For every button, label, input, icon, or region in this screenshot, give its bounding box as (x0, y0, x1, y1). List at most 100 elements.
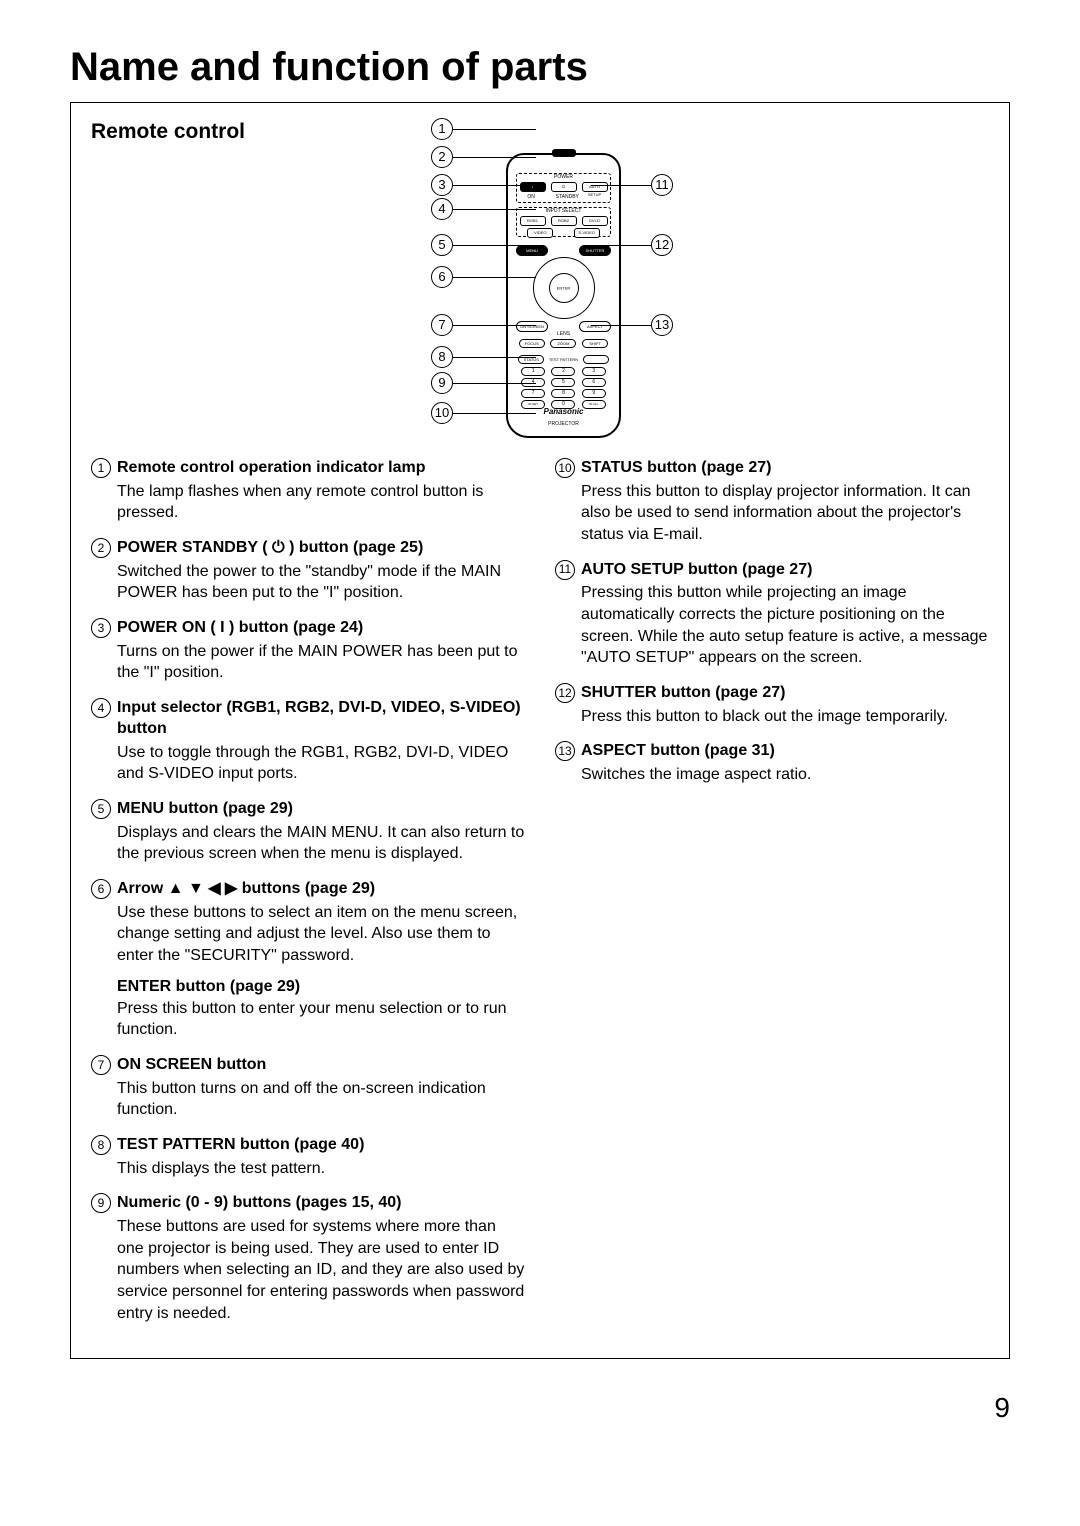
item-body: This button turns on and off the on-scre… (117, 1078, 525, 1121)
item-number-icon: 8 (91, 1135, 111, 1155)
callout-1: 1 (431, 118, 453, 140)
input-select-panel: INPUT SELECT RGB1 RGB2 DVI-D VIDEO S-VID… (516, 207, 611, 237)
callout-5: 5 (431, 234, 453, 256)
page-title: Name and function of parts (70, 40, 1010, 94)
power-panel: POWER I ⏻ AUTO SETUP ONSTANDBY (516, 173, 611, 203)
lead-line (453, 383, 536, 384)
desc-item-9: 9 Numeric (0 - 9) buttons (pages 15, 40)T… (91, 1193, 525, 1324)
main-content-box: Remote control POWER I ⏻ AUTO SETUP ONST… (70, 102, 1010, 1359)
item-body: Use to toggle through the RGB1, RGB2, DV… (117, 742, 525, 785)
item-title: MENU button (page 29) (117, 799, 293, 820)
desc-item-7: 7 ON SCREEN buttonThis button turns on an… (91, 1055, 525, 1121)
item-number-icon: 3 (91, 618, 111, 638)
item-body: Pressing this button while projecting an… (581, 582, 989, 668)
item-number-icon: 13 (555, 741, 575, 761)
callout-9: 9 (431, 372, 453, 394)
lead-line (591, 325, 651, 326)
item-number-icon: 7 (91, 1055, 111, 1075)
indicator-led-icon (552, 149, 576, 157)
section-subtitle: Remote control (91, 118, 371, 438)
sub-item: ENTER button (page 29)Press this button … (117, 976, 525, 1041)
remote-illustration: POWER I ⏻ AUTO SETUP ONSTANDBY INPUT SEL… (506, 153, 621, 438)
item-title: ON SCREEN button (117, 1055, 266, 1076)
callout-2: 2 (431, 146, 453, 168)
lead-line (453, 245, 536, 246)
item-title: Remote control operation indicator lamp (117, 458, 425, 479)
desc-item-4: 4 Input selector (RGB1, RGB2, DVI-D, VIDE… (91, 698, 525, 785)
projector-label: PROJECTOR (508, 421, 619, 428)
lead-line (453, 129, 536, 130)
item-body: Switched the power to the "standby" mode… (117, 561, 525, 604)
power-on-btn: I (520, 182, 546, 192)
item-number-icon: 10 (555, 458, 575, 478)
item-number-icon: 6 (91, 879, 111, 899)
auto-setup-btn: AUTO SETUP (582, 182, 608, 192)
desc-item-6: 6 Arrow ▲ ▼ ◀ ▶ buttons (page 29)Use thes… (91, 879, 525, 1041)
item-title: Arrow ▲ ▼ ◀ ▶ buttons (page 29) (117, 879, 375, 900)
item-body: The lamp flashes when any remote control… (117, 481, 525, 524)
desc-item-3: 3 POWER ON ( I ) button (page 24)Turns on… (91, 618, 525, 684)
item-body: These buttons are used for systems where… (117, 1216, 525, 1324)
power-standby-btn: ⏻ (551, 182, 577, 192)
callout-6: 6 (431, 266, 453, 288)
callout-12: 12 (651, 234, 673, 256)
shutter-btn: SHUTTER (579, 245, 611, 256)
lead-line (591, 185, 651, 186)
callout-7: 7 (431, 314, 453, 336)
item-number-icon: 4 (91, 698, 111, 718)
item-title: STATUS button (page 27) (581, 458, 772, 479)
desc-item-10: 10 STATUS button (page 27)Press this butt… (555, 458, 989, 546)
item-number-icon: 2 (91, 538, 111, 558)
sub-item-title: ENTER button (page 29) (117, 976, 525, 998)
desc-item-12: 12 SHUTTER button (page 27)Press this but… (555, 683, 989, 727)
item-number-icon: 9 (91, 1193, 111, 1213)
item-body: This displays the test pattern. (117, 1158, 525, 1180)
menu-btn: MENU (516, 245, 548, 256)
lead-line (453, 185, 536, 186)
desc-item-1: 1 Remote control operation indicator lamp… (91, 458, 525, 524)
lead-line (453, 277, 536, 278)
right-column: 10STATUS button (page 27)Press this butt… (555, 458, 989, 1338)
lead-line (453, 413, 536, 414)
callout-11: 11 (651, 174, 673, 196)
lead-line (591, 245, 651, 246)
dpad-icon: ENTER (533, 257, 595, 319)
numeric-keypad: 123 456 789 ID SET0ID ALL (518, 367, 609, 411)
item-title: POWER ON ( I ) button (page 24) (117, 618, 363, 639)
callout-3: 3 (431, 174, 453, 196)
item-title: Numeric (0 - 9) buttons (pages 15, 40) (117, 1193, 402, 1214)
item-number-icon: 5 (91, 799, 111, 819)
callout-13: 13 (651, 314, 673, 336)
callout-4: 4 (431, 198, 453, 220)
left-column: 1 Remote control operation indicator lamp… (91, 458, 525, 1338)
sub-item-body: Press this button to enter your menu sel… (117, 998, 525, 1041)
item-title: Input selector (RGB1, RGB2, DVI-D, VIDEO… (117, 698, 525, 740)
callout-8: 8 (431, 346, 453, 368)
item-body: Switches the image aspect ratio. (581, 764, 989, 786)
desc-item-13: 13 ASPECT button (page 31)Switches the im… (555, 741, 989, 785)
item-body: Use these buttons to select an item on t… (117, 902, 525, 967)
item-title: ASPECT button (page 31) (581, 741, 775, 762)
desc-item-11: 11 AUTO SETUP button (page 27)Pressing th… (555, 560, 989, 669)
item-number-icon: 11 (555, 560, 575, 580)
desc-item-2: 2 POWER STANDBY ( ⏻ ) button (page 25)Swi… (91, 538, 525, 604)
lead-line (453, 325, 536, 326)
lead-line (453, 157, 536, 158)
callout-10: 10 (431, 402, 453, 424)
item-number-icon: 12 (555, 683, 575, 703)
item-number-icon: 1 (91, 458, 111, 478)
item-body: Turns on the power if the MAIN POWER has… (117, 641, 525, 684)
desc-item-8: 8 TEST PATTERN button (page 40)This displ… (91, 1135, 525, 1179)
item-title: POWER STANDBY ( ⏻ ) button (page 25) (117, 538, 423, 559)
remote-diagram: POWER I ⏻ AUTO SETUP ONSTANDBY INPUT SEL… (371, 118, 971, 438)
item-body: Press this button to display projector i… (581, 481, 989, 546)
item-title: AUTO SETUP button (page 27) (581, 560, 812, 581)
desc-item-5: 5 MENU button (page 29)Displays and clear… (91, 799, 525, 865)
item-body: Press this button to black out the image… (581, 706, 989, 728)
item-body: Displays and clears the MAIN MENU. It ca… (117, 822, 525, 865)
page-number: 9 (70, 1389, 1010, 1427)
lead-line (453, 357, 536, 358)
lead-line (453, 209, 536, 210)
item-title: TEST PATTERN button (page 40) (117, 1135, 364, 1156)
item-title: SHUTTER button (page 27) (581, 683, 785, 704)
